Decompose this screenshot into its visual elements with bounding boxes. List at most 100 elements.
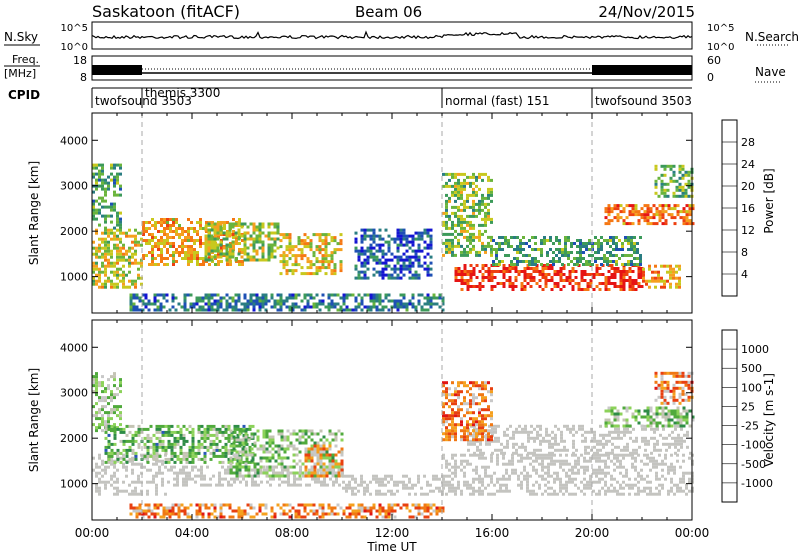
scatter-cell [202, 260, 205, 263]
scatter-cell [216, 237, 220, 241]
scatter-cell [460, 217, 463, 221]
ground-scatter-cell [673, 465, 676, 469]
scatter-cell [316, 456, 320, 460]
scatter-cell [261, 302, 265, 306]
scatter-cell [304, 429, 308, 433]
scatter-cell [631, 207, 635, 211]
ground-scatter-cell [583, 477, 586, 481]
ground-scatter-cell [679, 465, 682, 469]
scatter-cell [210, 255, 214, 259]
scatter-cell [246, 237, 250, 241]
ground-scatter-cell [95, 462, 98, 466]
scatter-cell [295, 471, 299, 475]
scatter-cell [574, 276, 578, 279]
scatter-cell [237, 228, 241, 232]
scatter-cell [345, 293, 349, 297]
ground-scatter-cell [631, 462, 634, 466]
scatter-cell [481, 232, 484, 236]
ground-scatter-cell [622, 465, 625, 469]
ground-scatter-cell [626, 445, 629, 449]
ground-scatter-cell [641, 427, 644, 431]
scatter-cell [402, 234, 406, 238]
scatter-cell [334, 471, 338, 475]
ground-scatter-cell [378, 480, 381, 484]
ground-scatter-cell [479, 451, 482, 455]
scatter-cell [402, 302, 406, 306]
scatter-cell [191, 427, 195, 431]
scatter-cell [420, 237, 424, 241]
scatter-cell [475, 184, 478, 188]
scatter-cell [279, 239, 283, 243]
scatter-cell [675, 285, 678, 289]
scatter-cell [291, 269, 295, 273]
ground-scatter-cell [417, 477, 420, 481]
scatter-cell [190, 236, 193, 239]
scatter-cell [592, 288, 596, 291]
scatter-cell [663, 194, 667, 198]
scatter-cell [621, 248, 624, 251]
scatter-cell [475, 214, 478, 218]
scatter-cell [148, 239, 151, 242]
ground-scatter-cell [545, 427, 548, 431]
scatter-cell [204, 258, 208, 262]
ground-scatter-cell [596, 439, 599, 443]
scatter-cell [134, 240, 137, 244]
scatter-cell [134, 243, 137, 247]
scatter-cell [399, 240, 403, 244]
scatter-cell [408, 302, 412, 306]
scatter-cell [313, 447, 317, 451]
scatter-cell [252, 243, 256, 247]
scatter-cell [622, 222, 626, 226]
scatter-cell [160, 224, 163, 227]
scatter-cell [331, 462, 335, 466]
ground-scatter-cell [593, 451, 596, 455]
ground-scatter-cell [653, 445, 656, 449]
scatter-cell [535, 267, 539, 270]
scatter-cell [648, 285, 651, 289]
scatter-cell [253, 432, 257, 436]
scatter-cell [354, 231, 358, 235]
scatter-cell [104, 405, 107, 409]
scatter-cell [154, 236, 157, 239]
scatter-cell [213, 246, 217, 250]
scatter-cell [164, 424, 168, 428]
scatter-cell [445, 226, 448, 230]
scatter-cell [463, 184, 466, 188]
scatter-cell [640, 207, 644, 211]
ground-scatter-cell [363, 486, 366, 490]
scatter-cell [490, 250, 493, 254]
ground-scatter-cell [521, 427, 524, 431]
scatter-cell [244, 465, 248, 469]
scatter-cell [363, 237, 367, 241]
scatter-cell [224, 430, 228, 434]
ground-scatter-cell [529, 474, 532, 478]
ground-scatter-cell [562, 459, 565, 463]
ground-scatter-cell [682, 459, 685, 463]
scatter-cell [675, 179, 679, 183]
scatter-cell [396, 299, 400, 303]
scatter-cell [216, 222, 220, 226]
scatter-cell [487, 241, 490, 245]
scatter-cell [555, 236, 558, 239]
scatter-cell [262, 447, 266, 451]
scatter-cell [145, 221, 148, 224]
scatter-cell [125, 234, 128, 238]
scatter-cell [200, 445, 204, 449]
scatter-cell [282, 251, 286, 255]
scatter-cell [378, 299, 382, 303]
scatter-cell [297, 305, 301, 309]
scatter-cell [131, 234, 134, 238]
ground-scatter-cell [503, 433, 506, 437]
ground-scatter-cell [604, 492, 607, 496]
ground-scatter-cell [613, 477, 616, 481]
scatter-cell [289, 441, 293, 445]
ground-scatter-cell [293, 480, 296, 484]
ground-scatter-cell [688, 480, 691, 484]
ground-scatter-cell [505, 468, 508, 472]
ground-scatter-cell [539, 433, 542, 437]
scatter-cell [550, 279, 554, 282]
ground-scatter-cell [563, 439, 566, 443]
scatter-cell [92, 217, 95, 221]
scatter-cell [637, 282, 641, 285]
scatter-cell [245, 457, 249, 461]
